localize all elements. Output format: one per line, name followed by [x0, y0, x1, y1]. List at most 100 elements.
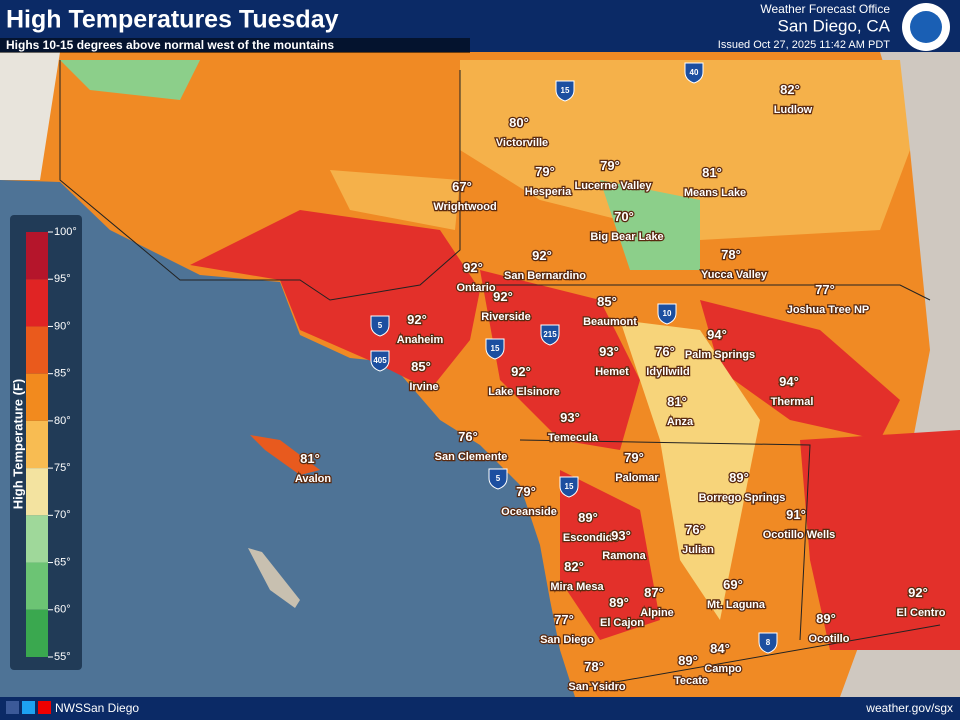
legend-band: [26, 232, 48, 280]
map-labels: 80° Victorville 79° Hesperia 79° Lucerne Vall…: [294, 62, 947, 694]
city-temp: 79°: [600, 158, 620, 173]
subtitle: Highs 10-15 degrees above normal west of…: [6, 38, 334, 52]
city-name: Anza: [667, 416, 694, 428]
city-name: Ocotillo: [809, 633, 850, 645]
interstate-label: 5: [496, 474, 501, 483]
interstate-shield: [657, 303, 677, 325]
interstate-shield: [559, 476, 579, 498]
legend-label: High Temperature (F): [10, 379, 25, 510]
footer-handle: NWSSan Diego: [55, 701, 139, 715]
city-temp: 81°: [300, 451, 320, 466]
city-temp: 82°: [564, 559, 584, 574]
city-name: Riverside: [481, 311, 531, 323]
legend-band: [26, 515, 48, 563]
city-temp: 89°: [578, 510, 598, 525]
city-temp: 76°: [458, 429, 478, 444]
city-temp: 78°: [584, 659, 604, 674]
city-name: Lucerne Valley: [574, 180, 652, 192]
city-name: Hesperia: [525, 186, 572, 198]
interstate-label: 10: [663, 309, 672, 318]
legend-tick-label: 75°: [54, 462, 71, 474]
city-name: Yucca Valley: [701, 269, 768, 281]
legend-tick-label: 65°: [54, 556, 71, 568]
city-temp: 89°: [678, 653, 698, 668]
city-temp: 85°: [597, 294, 617, 309]
city-temp: 69°: [723, 577, 743, 592]
legend-band: [26, 562, 48, 610]
interstate-label: 15: [561, 86, 570, 95]
interstate-shield: [488, 468, 508, 490]
city-name: Alpine: [640, 607, 674, 619]
legend-tick-label: 60°: [54, 604, 71, 616]
city-temp: 82°: [780, 82, 800, 97]
legend-band: [26, 326, 48, 374]
city-name: Wrightwood: [433, 201, 496, 213]
legend-tick-label: 55°: [54, 651, 71, 663]
city-temp: 94°: [707, 327, 727, 342]
city-name: Victorville: [496, 137, 548, 149]
city-name: Lake Elsinore: [488, 386, 560, 398]
city-name: Means Lake: [684, 187, 746, 199]
location: San Diego, CA: [778, 16, 891, 35]
interstate-shield: [370, 350, 390, 372]
city-temp: 94°: [779, 374, 799, 389]
city-name: Irvine: [409, 381, 438, 393]
city-name: San Bernardino: [504, 270, 586, 282]
footer: NWSSan Diego weather.gov/sgx: [0, 697, 960, 720]
interstate-label: 15: [565, 482, 574, 491]
interstate-shield: [540, 324, 560, 346]
city-temp: 91°: [786, 507, 806, 522]
city-name: Idyllwild: [646, 366, 689, 378]
city-temp: 81°: [702, 165, 722, 180]
legend-band: [26, 609, 48, 657]
legend-tick-label: 95°: [54, 273, 71, 285]
city-name: Oceanside: [501, 506, 557, 518]
interstate-label: 40: [690, 68, 699, 77]
city-temp: 84°: [710, 641, 730, 656]
city-name: Borrego Springs: [699, 492, 786, 504]
map-base: [0, 52, 960, 697]
city-temp: 78°: [721, 247, 741, 262]
city-temp: 79°: [516, 484, 536, 499]
office: Weather Forecast Office: [760, 2, 890, 16]
header: High Temperatures Tuesday Highs 10-15 de…: [0, 0, 960, 53]
interstate-shield: [555, 80, 575, 102]
city-temp: 76°: [655, 344, 675, 359]
city-name: Beaumont: [583, 316, 637, 328]
city-temp: 79°: [535, 164, 555, 179]
city-name: Anaheim: [397, 334, 444, 346]
city-name: Avalon: [295, 473, 332, 485]
city-name: Escondido: [563, 532, 620, 544]
city-name: Mt. Laguna: [707, 599, 766, 611]
legend-tick-label: 85°: [54, 368, 71, 380]
city-name: Palomar: [615, 472, 659, 484]
city-name: Thermal: [771, 396, 814, 408]
interstate-shield: [485, 338, 505, 360]
legend-band: [26, 373, 48, 421]
city-temp: 92°: [532, 248, 552, 263]
city-name: Hemet: [595, 366, 629, 378]
legend-tick-label: 80°: [54, 415, 71, 427]
legend-tick-label: 100°: [54, 226, 77, 238]
interstate-shield: [684, 62, 704, 84]
issued: Issued Oct 27, 2025 11:42 AM PDT: [718, 39, 891, 51]
city-temp: 67°: [452, 179, 472, 194]
city-name: El Centro: [897, 607, 946, 619]
legend-scale: 100° 95° 90° 85° 80° 75° 70° 65° 60° 55°: [26, 226, 77, 663]
city-temp: 93°: [560, 410, 580, 425]
legend-tick-label: 90°: [54, 320, 71, 332]
city-temp: 92°: [407, 312, 427, 327]
legend-band: [26, 468, 48, 516]
city-temp: 76°: [685, 522, 705, 537]
interstate-label: 215: [543, 330, 557, 339]
city-temp: 92°: [493, 289, 513, 304]
city-name: Campo: [704, 663, 742, 675]
title: High Temperatures Tuesday: [6, 6, 339, 34]
legend-band: [26, 279, 48, 327]
city-name: Tecate: [674, 675, 708, 687]
city-name: Mira Mesa: [550, 581, 604, 593]
city-name: Ludlow: [774, 104, 813, 116]
city-temp: 79°: [624, 450, 644, 465]
city-name: San Ysidro: [568, 681, 626, 693]
